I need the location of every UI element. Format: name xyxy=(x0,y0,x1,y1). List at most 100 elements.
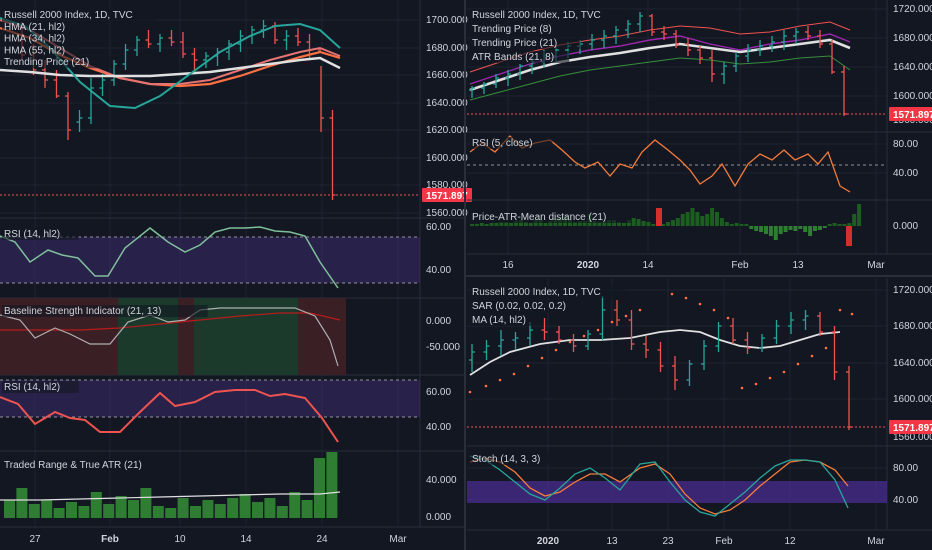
price-bar[interactable] xyxy=(649,14,655,36)
rb-price-axis[interactable]: 1720.000 1680.000 1640.000 1600.000 1560.000… xyxy=(889,285,932,506)
price-bar[interactable] xyxy=(483,340,490,360)
price-bar[interactable] xyxy=(788,312,794,334)
price-bar[interactable] xyxy=(781,30,787,50)
price-bar[interactable] xyxy=(517,64,523,80)
pamd-bar xyxy=(783,226,788,232)
legend-label: Trending Price (8) xyxy=(472,24,552,35)
price-bar[interactable] xyxy=(769,36,775,52)
price-bar[interactable] xyxy=(686,360,693,386)
price-bar[interactable] xyxy=(512,332,519,350)
price-bar[interactable] xyxy=(657,342,664,372)
price-bar[interactable] xyxy=(841,66,847,116)
price-bar[interactable] xyxy=(589,34,595,50)
rsi-hl2-line xyxy=(0,226,339,289)
price-bar[interactable] xyxy=(556,326,562,344)
price-bar[interactable] xyxy=(846,366,852,430)
price-bar[interactable] xyxy=(817,30,823,48)
rb-price-bars[interactable] xyxy=(469,296,852,430)
right-top-chart[interactable]: 1720.0001680.0001640.0001600.0001560.000… xyxy=(467,0,932,271)
price-bar[interactable] xyxy=(541,318,548,340)
price-bar[interactable] xyxy=(318,49,324,132)
price-bar[interactable] xyxy=(570,334,577,352)
price-bar[interactable] xyxy=(191,48,198,70)
legend-backdrop xyxy=(470,51,570,63)
price-bar[interactable] xyxy=(757,40,763,56)
pamd-bar xyxy=(705,214,710,226)
price-bar[interactable] xyxy=(745,44,751,62)
price-bar[interactable] xyxy=(709,50,715,82)
price-bar[interactable] xyxy=(643,336,649,358)
last-price-tag xyxy=(889,107,932,121)
price-bar[interactable] xyxy=(134,36,140,56)
price-bar[interactable] xyxy=(599,296,606,340)
pamd-bar xyxy=(808,226,813,236)
price-bar[interactable] xyxy=(157,34,163,52)
price-bar[interactable] xyxy=(613,26,619,44)
price-bar[interactable] xyxy=(145,30,152,48)
price-bar[interactable] xyxy=(203,52,209,68)
price-bar[interactable] xyxy=(505,70,511,86)
pamd-bar xyxy=(695,212,700,226)
price-bar[interactable] xyxy=(793,28,799,44)
price-bar[interactable] xyxy=(773,320,780,344)
legend-backdrop xyxy=(470,211,631,223)
price-bar[interactable] xyxy=(715,322,722,352)
price-bar[interactable] xyxy=(697,46,703,64)
stoch-d-line xyxy=(469,457,849,515)
price-bar[interactable] xyxy=(65,92,71,140)
left-chart[interactable]: 1700.000 1680.000 1660.000 1640.000 1620.000… xyxy=(0,0,472,550)
price-bar[interactable] xyxy=(76,110,83,132)
price-bar[interactable] xyxy=(817,312,823,336)
legend-label: HMA (21, hl2) xyxy=(4,22,65,33)
price-bar[interactable] xyxy=(701,340,707,370)
price-bar[interactable] xyxy=(122,44,129,70)
price-bar[interactable] xyxy=(730,318,736,344)
price-bar[interactable] xyxy=(585,330,591,350)
price-bar[interactable] xyxy=(733,52,739,72)
price-bar[interactable] xyxy=(283,30,290,50)
price-axis-tick: 1680.000 xyxy=(893,33,932,44)
price-bar[interactable] xyxy=(111,60,117,86)
rt-time-axis[interactable]: 16 2020 14 Feb 13 Mar xyxy=(502,260,885,271)
price-bar[interactable] xyxy=(469,344,475,372)
price-bar[interactable] xyxy=(805,26,811,40)
left-time-axis[interactable]: 27 Feb 10 14 24 Mar xyxy=(29,534,407,545)
price-bar[interactable] xyxy=(498,330,504,356)
price-bar[interactable] xyxy=(601,30,607,48)
legend-backdrop xyxy=(2,381,79,393)
rb-time-axis[interactable]: 2020 13 23 Feb 12 Mar xyxy=(537,536,885,547)
price-bar[interactable] xyxy=(661,26,667,40)
time-axis-tick: Feb xyxy=(101,534,119,545)
right-bottom-chart[interactable]: 1720.000 1680.000 1640.000 1600.000 1560.000… xyxy=(467,278,932,547)
price-bar[interactable] xyxy=(295,28,301,46)
price-bar[interactable] xyxy=(481,82,487,94)
legend-backdrop xyxy=(2,228,79,240)
price-bar[interactable] xyxy=(759,334,765,352)
price-bar[interactable] xyxy=(493,74,499,88)
price-bar[interactable] xyxy=(721,62,727,84)
price-bar[interactable] xyxy=(168,30,175,46)
left-price-axis[interactable]: 1700.000 1680.000 1660.000 1640.000 1620.000… xyxy=(422,15,472,523)
legend-label: RSI (14, hl2) xyxy=(4,382,60,393)
price-bar[interactable] xyxy=(88,78,94,124)
price-bar[interactable] xyxy=(180,32,186,58)
price-bar[interactable] xyxy=(672,356,678,390)
price-bar[interactable] xyxy=(614,300,620,326)
price-bar[interactable] xyxy=(637,12,643,32)
price-bar[interactable] xyxy=(829,40,835,74)
price-bar[interactable] xyxy=(625,20,631,38)
pamd-bar xyxy=(602,222,607,226)
price-bar[interactable] xyxy=(469,86,475,98)
price-bar[interactable] xyxy=(802,310,809,330)
rt-price-axis[interactable]: 1720.0001680.0001640.0001600.0001560.000… xyxy=(889,4,932,232)
price-bar[interactable] xyxy=(744,332,751,354)
price-bar[interactable] xyxy=(673,30,679,48)
price-bar[interactable] xyxy=(99,74,106,96)
price-bar[interactable] xyxy=(628,310,635,350)
price-bar[interactable] xyxy=(226,40,232,60)
last-price-tag-label: 1571.897 xyxy=(426,191,468,202)
price-bar[interactable] xyxy=(685,38,691,56)
price-bar[interactable] xyxy=(831,326,838,380)
